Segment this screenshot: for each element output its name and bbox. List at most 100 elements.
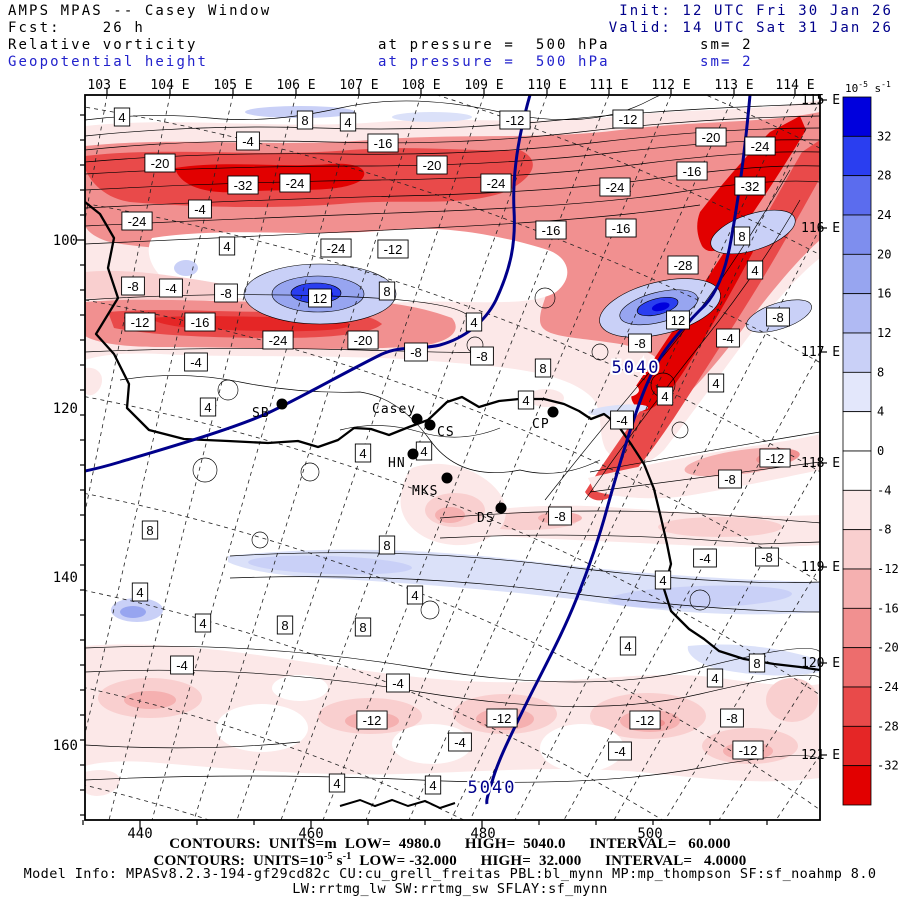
bottom-axis-label: 440 xyxy=(127,826,152,842)
colorbar-tick-label: 24 xyxy=(877,208,891,222)
vorticity-label: -20 xyxy=(702,130,721,145)
vorticity-label: -12 xyxy=(619,112,638,127)
vorticity-label: -8 xyxy=(726,711,738,726)
right-axis-label: 115 E xyxy=(801,93,840,108)
vorticity-label: -4 xyxy=(614,744,626,759)
vorticity-label-box xyxy=(296,110,314,130)
field2-name: Geopotential height xyxy=(8,54,209,70)
station-marker-cs xyxy=(424,419,436,431)
colorbar-tick-label: -32 xyxy=(877,759,899,773)
vorticity-label-box xyxy=(465,312,483,332)
vorticity-label-box xyxy=(599,177,631,197)
height-contour-west xyxy=(85,95,532,473)
top-axis-label: 108 E xyxy=(401,78,440,93)
right-axis-label: 118 E xyxy=(801,456,840,471)
forecast-hour: Fcst: 26 h xyxy=(8,20,145,36)
station-label-cp: CP xyxy=(532,417,550,432)
colorbar-tick-label: 4 xyxy=(877,405,884,419)
bottom-axis-label: 480 xyxy=(470,826,495,842)
vorticity-label: -16 xyxy=(542,223,561,238)
field1-smoothing: sm= 2 xyxy=(700,37,753,53)
top-axis-label: 105 E xyxy=(213,78,252,93)
vorticity-label-box xyxy=(744,136,776,156)
vorticity-label: -4 xyxy=(616,413,628,428)
colorbar-tick-label: -16 xyxy=(877,601,899,615)
vorticity-label-box xyxy=(367,133,399,153)
vorticity-label: -8 xyxy=(554,509,566,524)
vorticity-label: -4 xyxy=(165,281,177,296)
colorbar: 32 28 24 20 16 12 8 4 0 -4 -8 -12 -16 -20 -24 -28 -32 10-… xyxy=(842,80,899,806)
vorticity-label: -24 xyxy=(487,176,506,191)
top-axis-label: 104 E xyxy=(150,78,189,93)
vorticity-label-box xyxy=(308,288,332,308)
top-axis-label: 107 E xyxy=(339,78,378,93)
colorbar-segment xyxy=(842,96,872,137)
vorticity-label: 4 xyxy=(136,585,143,600)
vorticity-label-box xyxy=(236,131,260,151)
left-axis-label: 160 xyxy=(53,738,78,754)
top-axis-label: 106 E xyxy=(276,78,315,93)
vorticity-label-box xyxy=(279,173,311,193)
colorbar-segment xyxy=(842,529,872,570)
vorticity-label: -12 xyxy=(766,451,785,466)
colorbar-tick-label: 0 xyxy=(877,444,884,458)
vorticity-label-box xyxy=(184,312,216,332)
bottom-axis-label: 500 xyxy=(637,826,662,842)
vorticity-label-box xyxy=(131,582,149,602)
vorticity-label-box xyxy=(170,655,194,675)
vorticity-label: 4 xyxy=(661,389,668,404)
vorticity-label: -8 xyxy=(410,345,422,360)
colorbar-tick-label: -20 xyxy=(877,641,899,655)
top-axis-label: 110 E xyxy=(527,78,566,93)
vorticity-label: -16 xyxy=(374,136,393,151)
bottom-axis-label: 460 xyxy=(298,826,323,842)
vorticity-label-box xyxy=(184,352,208,372)
vorticity-label-box xyxy=(339,112,357,132)
field1-level: at pressure = 500 hPa xyxy=(378,37,610,53)
vorticity-label-box xyxy=(759,448,791,468)
vorticity-label-box xyxy=(113,107,131,127)
vorticity-label: -20 xyxy=(423,158,442,173)
vorticity-label-box xyxy=(548,506,572,526)
vorticity-label-box xyxy=(218,236,236,256)
vorticity-label-box xyxy=(499,110,531,130)
vorticity-label-box xyxy=(377,239,409,259)
vorticity-label-box xyxy=(733,226,751,246)
vorticity-label: -8 xyxy=(724,472,736,487)
colorbar-segment xyxy=(842,175,872,216)
vorticity-label-box xyxy=(746,260,764,280)
plot-title: AMPS MPAS -- Casey Window xyxy=(8,3,272,19)
vorticity-label: -4 xyxy=(176,658,188,673)
vorticity-label: 4 xyxy=(624,639,631,654)
vorticity-label-box xyxy=(188,199,212,219)
colorbar-segment xyxy=(842,725,872,767)
vorticity-label: 4 xyxy=(204,400,211,415)
vorticity-label-box xyxy=(667,255,699,275)
vorticity-label-box xyxy=(194,613,212,633)
vorticity-label: 4 xyxy=(712,376,719,391)
vorticity-label-box xyxy=(695,127,727,147)
station-label-hn: HN xyxy=(388,456,406,471)
vorticity-label: 4 xyxy=(429,778,436,793)
vorticity-label: -20 xyxy=(354,333,373,348)
right-axis-label: 119 E xyxy=(801,560,840,575)
vorticity-label-box xyxy=(716,328,740,348)
vorticity-label-box xyxy=(121,276,145,296)
vorticity-label-box xyxy=(734,176,766,196)
vorticity-label: -4 xyxy=(190,355,202,370)
colorbar-segment xyxy=(842,607,872,649)
vorticity-label-box xyxy=(378,535,396,555)
station-marker-hn xyxy=(407,448,419,460)
vorticity-label-box xyxy=(517,390,535,410)
right-axis-label: 121 E xyxy=(801,748,840,763)
vorticity-label-box xyxy=(720,708,744,728)
vorticity-label: -12 xyxy=(363,713,382,728)
right-axis-label: 117 E xyxy=(801,345,840,360)
vorticity-label-box xyxy=(320,238,352,258)
vorticity-label-box xyxy=(354,617,372,637)
vorticity-label: 4 xyxy=(199,616,206,631)
vorticity-label: 4 xyxy=(751,263,758,278)
vorticity-label-box xyxy=(386,673,410,693)
top-axis-label: 114 E xyxy=(775,78,814,93)
